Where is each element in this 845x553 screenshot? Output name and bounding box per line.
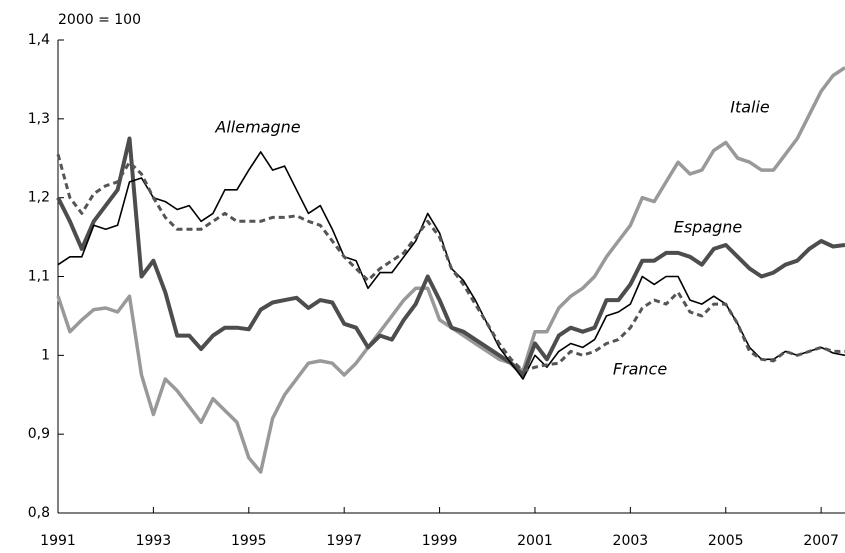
y-tick-label: 1,3	[28, 111, 50, 127]
x-tick-label: 1997	[326, 533, 362, 549]
series-annotation: Allemagne	[214, 118, 300, 137]
x-tick-label: 2001	[517, 533, 553, 549]
y-axis-label: 2000 = 100	[58, 12, 141, 28]
x-tick-label: 1995	[231, 533, 267, 549]
y-tick-label: 1,4	[28, 32, 50, 48]
y-tick-label: 0,9	[28, 426, 50, 442]
series-line	[56, 136, 845, 377]
y-tick-label: 1	[41, 347, 50, 363]
x-tick-label: 2007	[803, 533, 839, 549]
series-line	[56, 153, 845, 373]
y-tick-label: 0,8	[28, 505, 50, 521]
x-tick-label: 1993	[136, 533, 172, 549]
x-tick-label: 1999	[422, 533, 458, 549]
series-annotation: Espagne	[674, 218, 743, 237]
y-tick-label: 1,1	[28, 269, 50, 285]
x-tick-label: 1991	[40, 533, 76, 549]
y-tick-label: 1,2	[28, 190, 50, 206]
x-tick-label: 2005	[708, 533, 744, 549]
x-tick-label: 2003	[613, 533, 649, 549]
series-annotation: France	[613, 360, 668, 379]
series-annotation: Italie	[730, 98, 770, 117]
